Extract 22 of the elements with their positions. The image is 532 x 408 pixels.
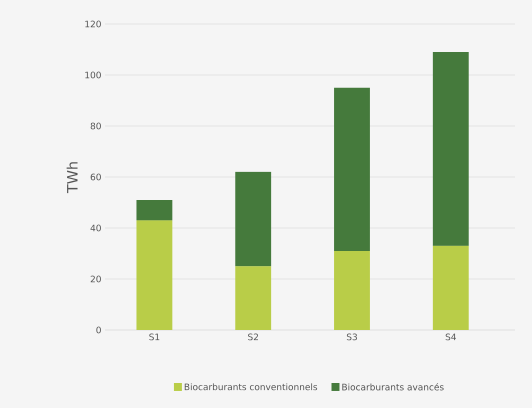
y-tick-label: 20 (90, 276, 101, 282)
y-tick-label: 60 (90, 174, 101, 180)
bar (432, 246, 469, 330)
y-tick-label: 0 (96, 326, 101, 334)
bar (334, 88, 370, 251)
legend-label: Biocarburants avancés (342, 383, 444, 390)
bar (136, 220, 172, 330)
y-tick-label: 120 (85, 20, 101, 28)
bar (136, 200, 172, 220)
bar (235, 172, 272, 266)
x-tick-label: S2 (248, 334, 258, 340)
x-tick-label: S1 (149, 334, 160, 340)
y-tick-label: 80 (90, 122, 101, 130)
y-tick-label: 40 (90, 224, 101, 232)
y-tick-label: 100 (85, 72, 101, 78)
x-tick-label: S4 (446, 334, 456, 340)
bar (334, 250, 370, 330)
x-tick-label: S3 (346, 334, 357, 340)
y-axis-title: TWh (66, 162, 78, 194)
bar (235, 266, 272, 330)
legend-label: Biocarburants conventionnels (184, 383, 318, 390)
bar (432, 52, 469, 246)
